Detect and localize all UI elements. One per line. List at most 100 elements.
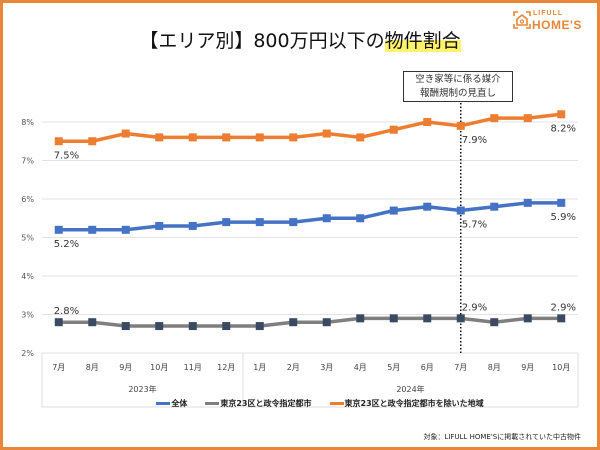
data-point <box>557 110 566 119</box>
y-tick-label: 3% <box>21 311 34 320</box>
data-point <box>188 221 197 230</box>
data-point <box>356 133 365 142</box>
x-tick-label: 4月 <box>354 363 367 372</box>
data-point <box>557 314 566 323</box>
data-point <box>121 322 130 331</box>
x-tick-label: 11月 <box>184 363 202 372</box>
x-tick-label: 1月 <box>253 363 266 372</box>
data-point <box>423 118 432 126</box>
legend-item-all: 全体 <box>156 398 187 409</box>
data-point <box>490 318 499 327</box>
legend-item-other-regions: 東京23区と政令指定都市を除いた地域 <box>329 398 484 409</box>
annotation-box: 空き家等に係る媒介 報酬規制の見直し <box>403 71 513 102</box>
data-point <box>188 133 197 142</box>
data-point <box>389 125 398 134</box>
x-tick-label: 9月 <box>119 363 132 372</box>
data-label: 5.7% <box>462 220 487 231</box>
title-text: 【エリア別】800万円以下の <box>139 30 385 52</box>
data-point <box>523 314 532 323</box>
data-point <box>155 322 164 331</box>
y-tick-label: 5% <box>21 234 34 243</box>
x-tick-label: 12月 <box>217 363 235 372</box>
data-point <box>490 202 499 211</box>
data-point <box>423 314 432 323</box>
data-point <box>222 322 231 331</box>
data-point <box>155 133 164 142</box>
data-point <box>456 314 465 323</box>
y-tick-label: 2% <box>21 349 34 358</box>
x-tick-label: 5月 <box>387 363 400 372</box>
series-line-1 <box>58 316 562 328</box>
x-tick-label: 8月 <box>86 363 99 372</box>
legend-label: 東京23区と政令指定都市を除いた地域 <box>344 399 484 408</box>
data-point <box>289 318 298 327</box>
x-tick-label: 6月 <box>421 363 434 372</box>
data-label: 5.9% <box>551 212 576 223</box>
data-label: 5.2% <box>54 239 79 250</box>
data-point <box>490 114 499 123</box>
year-label: 2024年 <box>396 384 424 394</box>
legend-swatch <box>156 402 171 405</box>
data-label: 2.9% <box>551 302 576 313</box>
data-label: 7.5% <box>54 150 79 161</box>
data-label: 2.9% <box>462 302 487 313</box>
data-point <box>523 114 532 123</box>
data-point <box>456 121 465 130</box>
x-tick-label: 7月 <box>52 363 65 372</box>
logo-line2: HOME'S <box>532 18 582 32</box>
title-highlight: 物件割合 <box>384 30 461 52</box>
data-point <box>255 133 264 142</box>
data-point <box>255 322 264 331</box>
data-point <box>222 133 231 142</box>
data-point <box>88 225 97 234</box>
data-point <box>121 129 130 138</box>
data-label: 8.2% <box>551 123 576 134</box>
data-point <box>322 129 331 138</box>
legend: 全体 東京23区と政令指定都市 東京23区と政令指定都市を除いた地域 <box>20 398 600 409</box>
data-point <box>155 221 164 230</box>
annotation-line2: 報酬規制の見直し <box>419 88 496 99</box>
data-point <box>255 218 264 227</box>
data-point <box>121 225 130 234</box>
data-point <box>322 214 331 223</box>
year-label: 2023年 <box>128 384 156 394</box>
data-point <box>289 218 298 227</box>
y-tick-label: 6% <box>21 195 34 204</box>
legend-label: 全体 <box>171 399 188 408</box>
series-line-0 <box>58 201 562 232</box>
data-label: 2.8% <box>54 306 79 317</box>
footnote: 対象：LIFULL HOME'Sに掲載されていた中古物件 <box>423 433 581 441</box>
x-tick-label: 10月 <box>552 363 570 372</box>
annotation-line1: 空き家等に係る媒介 <box>415 74 501 85</box>
x-tick-label: 9月 <box>521 363 534 372</box>
data-point <box>188 322 197 331</box>
data-point <box>356 314 365 323</box>
x-tick-label: 7月 <box>454 363 467 372</box>
y-tick-label: 4% <box>21 272 34 281</box>
data-point <box>523 198 532 207</box>
data-label: 7.9% <box>462 135 487 146</box>
data-point <box>54 318 63 327</box>
data-point <box>389 314 398 323</box>
data-point <box>557 198 566 207</box>
legend-item-tokyo-cities: 東京23区と政令指定都市 <box>205 398 312 409</box>
x-tick-label: 3月 <box>320 363 333 372</box>
legend-swatch <box>205 402 220 405</box>
data-point <box>54 137 63 146</box>
data-point <box>322 318 331 327</box>
house-icon <box>513 11 531 29</box>
legend-label: 東京23区と政令指定都市 <box>220 399 312 408</box>
data-point <box>222 218 231 227</box>
x-tick-label: 2月 <box>287 363 300 372</box>
y-tick-label: 8% <box>21 118 34 127</box>
data-point <box>88 137 97 146</box>
logo-line1: LIFULL <box>533 10 564 17</box>
chart-title: 【エリア別】800万円以下の物件割合 <box>0 26 600 53</box>
data-point <box>423 202 432 211</box>
series-line-2 <box>58 112 562 143</box>
data-point <box>389 206 398 215</box>
x-tick-label: 10月 <box>150 363 168 372</box>
data-point <box>54 225 63 234</box>
